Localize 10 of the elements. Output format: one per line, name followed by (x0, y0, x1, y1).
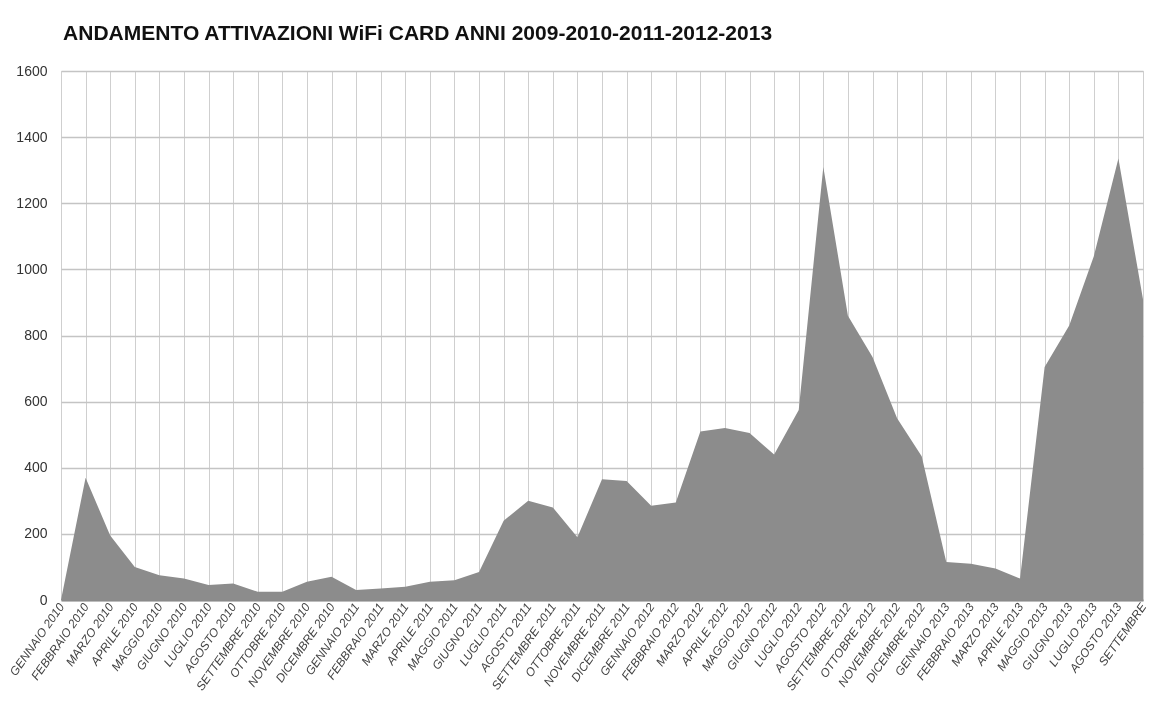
y-tick-label: 200 (24, 525, 48, 542)
chart-title: ANDAMENTO ATTIVAZIONI WiFi CARD ANNI 2009-2010-2011-2012-2013 (63, 21, 773, 44)
y-tick-label: 400 (24, 459, 48, 476)
y-tick-label: 1400 (16, 128, 48, 145)
y-tick-label: 1200 (16, 194, 48, 211)
y-tick-label: 1600 (16, 62, 48, 79)
y-tick-label: 0 (39, 591, 48, 608)
y-tick-label: 1000 (16, 260, 48, 277)
y-tick-label: 800 (24, 327, 48, 343)
y-tick-label: 600 (24, 393, 48, 410)
